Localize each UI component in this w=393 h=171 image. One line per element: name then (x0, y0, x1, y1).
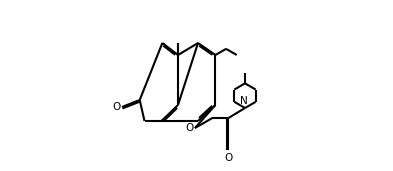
Text: N: N (240, 96, 248, 106)
Text: O: O (112, 102, 121, 112)
Text: O: O (186, 123, 194, 133)
Text: O: O (224, 153, 233, 163)
